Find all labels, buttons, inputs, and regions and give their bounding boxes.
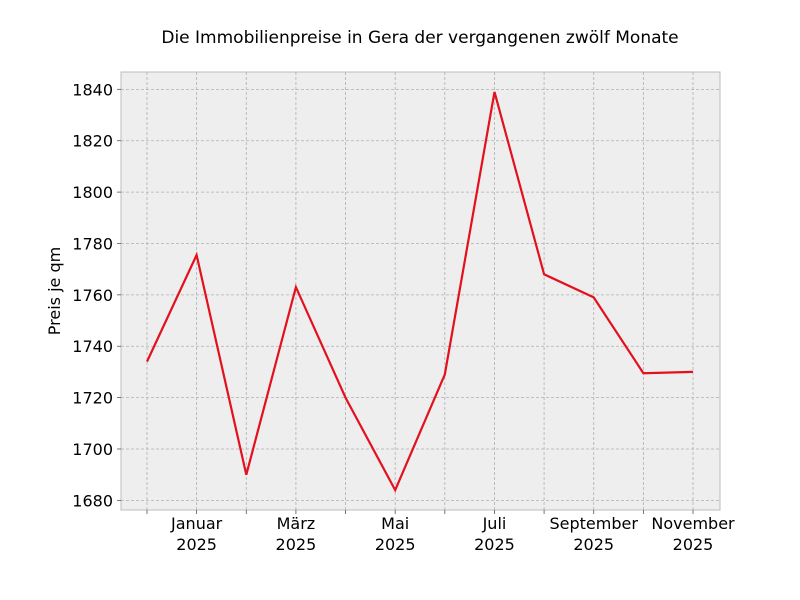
x-tick-label-year: 2025	[375, 535, 416, 554]
series-layer	[146, 91, 694, 493]
y-tick-label: 1840	[72, 80, 113, 99]
y-tick-label: 1740	[72, 337, 113, 356]
y-tick-label: 1680	[72, 491, 113, 510]
x-tick-label-month: Mai	[381, 514, 409, 533]
x-tick-label-year: 2025	[673, 535, 714, 554]
y-tick-label: 1760	[72, 286, 113, 305]
y-axis: 1680 1700 1720 1740 1760 1780 1800 1820 1840	[72, 80, 121, 510]
chart-title: Die Immobilienpreise in Gera der vergang…	[161, 28, 678, 48]
x-tick-label-year: 2025	[276, 535, 317, 554]
x-tick-label-year: 2025	[474, 535, 515, 554]
x-tick-label-year: 2025	[573, 535, 614, 554]
plot-area	[120, 71, 721, 511]
x-tick-label-month: Januar	[170, 514, 223, 533]
y-tick-label: 1720	[72, 389, 113, 408]
x-tick-label-month: September	[550, 514, 639, 533]
x-tick-label-year: 2025	[176, 535, 217, 554]
x-axis: Januar 2025 März 2025 Mai 2025 Juli 2025 Septemb…	[146, 510, 735, 554]
x-tick-label-month: Juli	[482, 514, 507, 533]
y-axis-label: Preis je qm	[45, 247, 64, 335]
y-tick-label: 1820	[72, 132, 113, 151]
y-tick-label: 1780	[72, 234, 113, 253]
x-tick-label-month: November	[651, 514, 735, 533]
y-tick-label: 1700	[72, 440, 113, 459]
y-tick-label: 1800	[72, 183, 113, 202]
series-line	[146, 91, 694, 493]
grid	[121, 72, 720, 510]
x-tick-label-month: März	[277, 514, 316, 533]
